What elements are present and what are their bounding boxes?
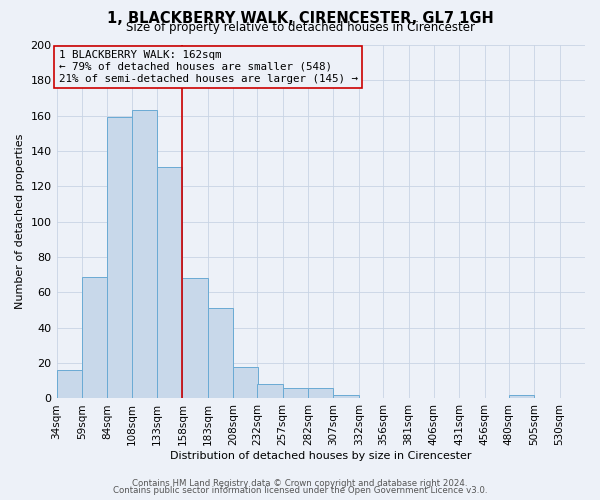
- Text: Contains public sector information licensed under the Open Government Licence v3: Contains public sector information licen…: [113, 486, 487, 495]
- X-axis label: Distribution of detached houses by size in Cirencester: Distribution of detached houses by size …: [170, 451, 472, 461]
- Text: 1 BLACKBERRY WALK: 162sqm
← 79% of detached houses are smaller (548)
21% of semi: 1 BLACKBERRY WALK: 162sqm ← 79% of detac…: [59, 50, 358, 84]
- Bar: [56, 370, 82, 398]
- Bar: [157, 167, 182, 398]
- Text: Contains HM Land Registry data © Crown copyright and database right 2024.: Contains HM Land Registry data © Crown c…: [132, 478, 468, 488]
- Bar: [182, 278, 208, 398]
- Bar: [131, 110, 157, 399]
- Bar: [208, 308, 233, 398]
- Bar: [509, 395, 534, 398]
- Y-axis label: Number of detached properties: Number of detached properties: [15, 134, 25, 310]
- Text: Size of property relative to detached houses in Cirencester: Size of property relative to detached ho…: [125, 21, 475, 34]
- Bar: [107, 118, 133, 398]
- Bar: [257, 384, 283, 398]
- Text: 1, BLACKBERRY WALK, CIRENCESTER, GL7 1GH: 1, BLACKBERRY WALK, CIRENCESTER, GL7 1GH: [107, 11, 493, 26]
- Bar: [233, 366, 259, 398]
- Bar: [334, 395, 359, 398]
- Bar: [283, 388, 308, 398]
- Bar: [82, 276, 107, 398]
- Bar: [308, 388, 334, 398]
